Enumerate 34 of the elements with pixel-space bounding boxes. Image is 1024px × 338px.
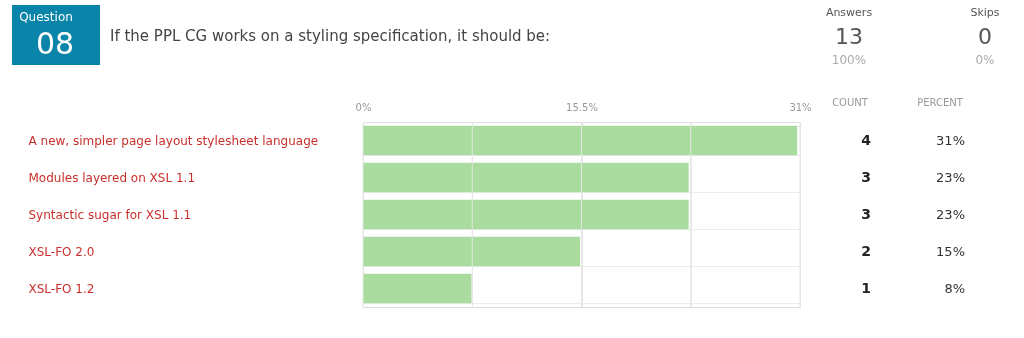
- y-tick-label: XSL-FO 1.2: [28, 282, 95, 296]
- text: COUNT: [832, 97, 869, 108]
- text: 1: [861, 279, 871, 296]
- text: 3: [861, 205, 871, 222]
- data-label: 23%: [936, 169, 965, 185]
- bar: [363, 199, 689, 230]
- text: 13: [835, 24, 863, 49]
- x-tick-label: 31%: [789, 101, 812, 113]
- text: Skips: [970, 6, 1000, 19]
- text: 4: [861, 131, 872, 148]
- bar: [363, 273, 472, 304]
- text: PERCENT: [917, 97, 964, 108]
- text: 2: [861, 242, 871, 259]
- bar: [363, 125, 798, 156]
- bar: [363, 162, 689, 193]
- y-tick-label: Modules layered on XSL 1.1: [28, 171, 196, 185]
- text: Question: [19, 10, 73, 24]
- bar: [363, 236, 581, 267]
- x-tick-label: 15.5%: [566, 101, 598, 113]
- y-tick-label: Syntactic sugar for XSL 1.1: [28, 208, 192, 222]
- data-label: 31%: [936, 132, 965, 148]
- text: 0: [978, 24, 992, 49]
- chart-title: If the PPL CG works on a styling specification, it should be:: [110, 27, 551, 45]
- y-tick-label: XSL-FO 2.0: [28, 245, 95, 259]
- data-label: 8%: [944, 280, 965, 296]
- y-tick-label: A new, simpler page layout stylesheet language: [28, 134, 319, 148]
- text: 08: [36, 26, 75, 61]
- text: 0%: [975, 53, 995, 67]
- x-tick-label: 0%: [355, 101, 372, 113]
- data-label: 15%: [936, 243, 965, 259]
- data-label: 23%: [936, 206, 965, 222]
- text: 100%: [831, 53, 867, 67]
- text: Answers: [825, 6, 873, 19]
- text: 3: [861, 168, 871, 185]
